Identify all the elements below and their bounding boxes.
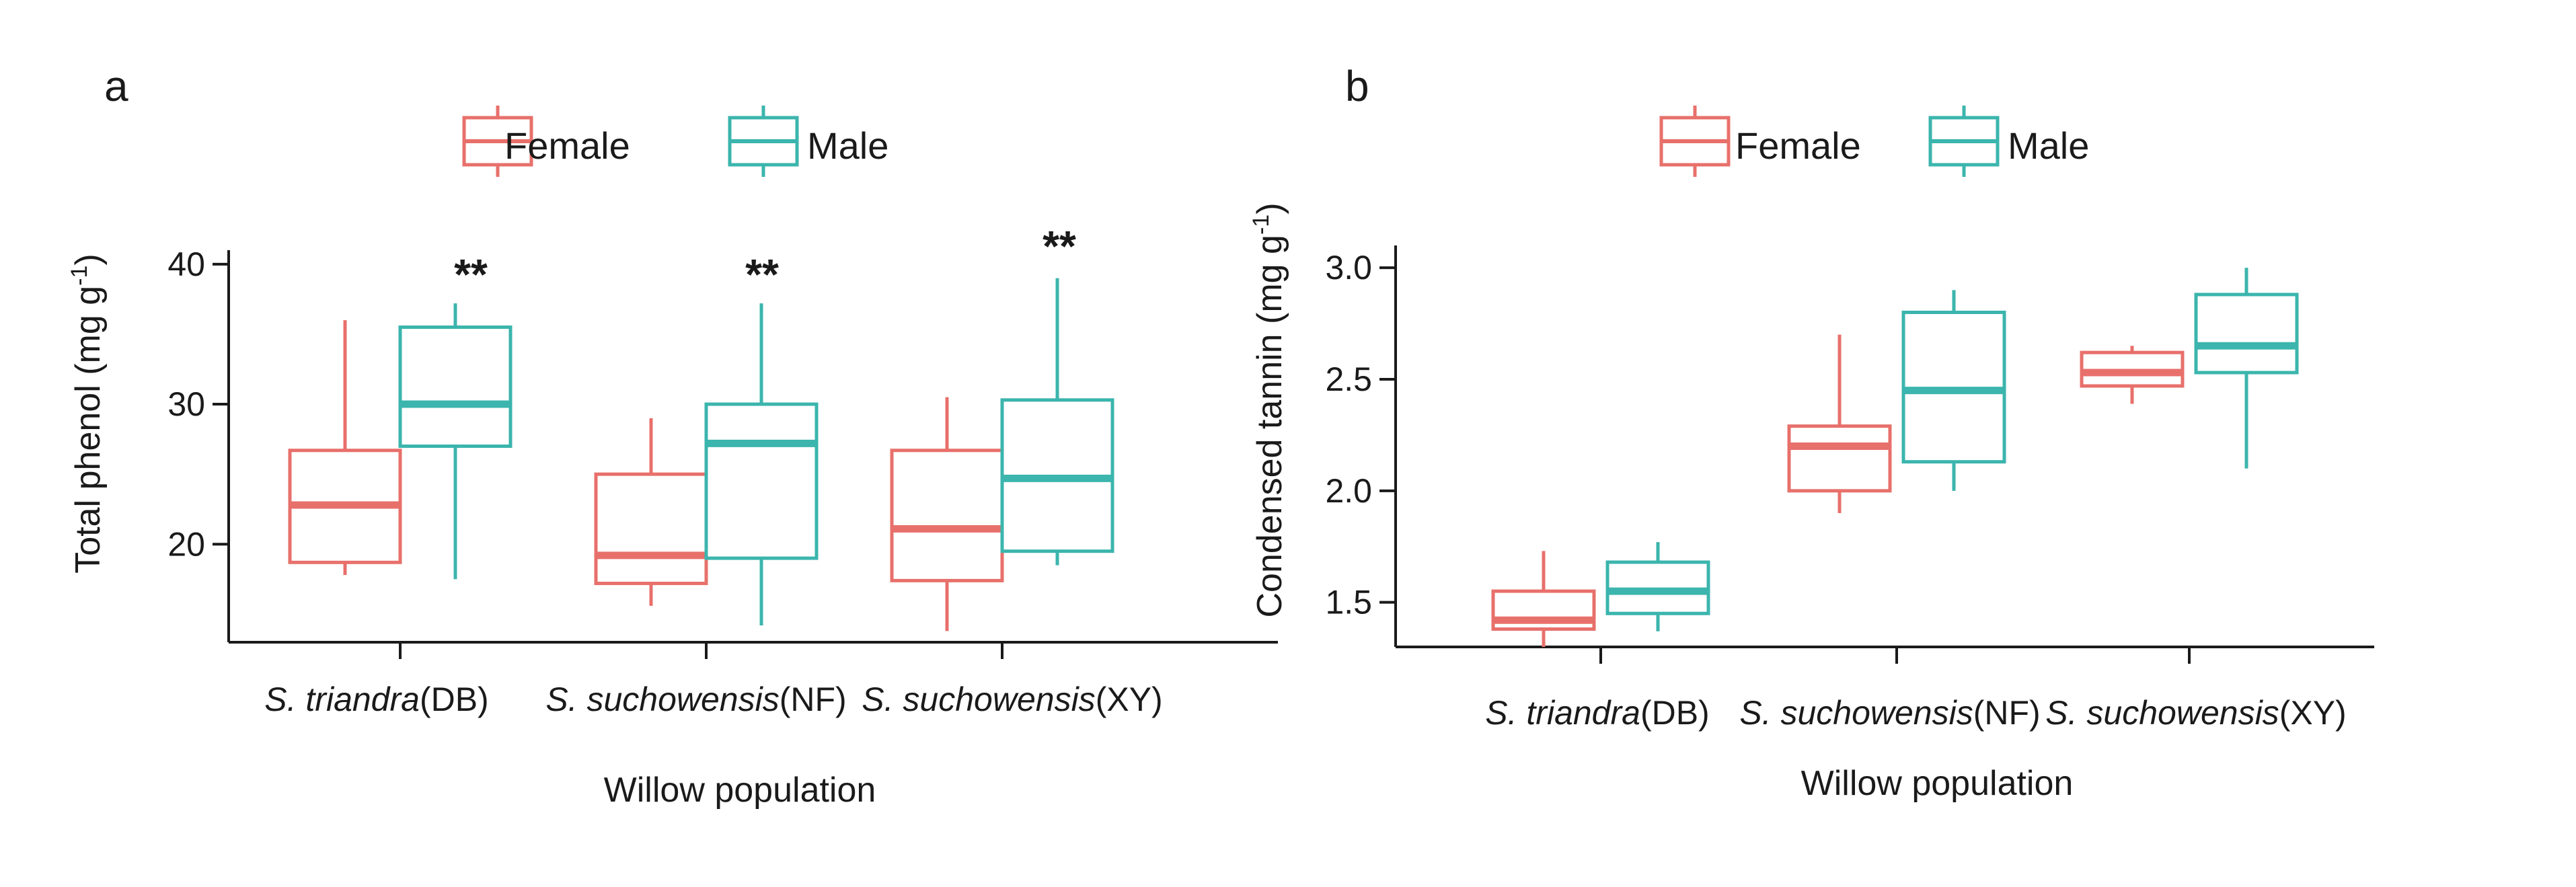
- panel-b-label: b: [1345, 62, 1369, 110]
- box-b-male-xy: [2194, 268, 2299, 469]
- box-iqr: [594, 472, 708, 586]
- box-a-female-xy: [890, 397, 1004, 631]
- box-iqr: [2194, 293, 2299, 375]
- legend-a-female-key: [462, 106, 533, 177]
- box-b-female-nf: [1787, 334, 1892, 513]
- svg-text:30: 30: [167, 385, 205, 423]
- panel-a-chart: a Female Male Total phenol (mg g-1) 20 3…: [67, 62, 1278, 810]
- legend-a-female-label: Female: [504, 124, 630, 167]
- box-b-male-db: [1605, 542, 1710, 631]
- y-tick-b-2-5: 2.5: [1325, 360, 1396, 398]
- y-tick-a-40: 40: [167, 245, 229, 283]
- boxes-b: [1491, 268, 2299, 647]
- y-tick-b-3-0: 3.0: [1325, 249, 1396, 286]
- y-tick-b-2-0: 2.0: [1325, 472, 1396, 510]
- significance-mark-a-nf: **: [745, 250, 779, 299]
- svg-text:3.0: 3.0: [1325, 249, 1372, 286]
- panel-a-label: a: [104, 62, 128, 110]
- category-label-b-xy: S. suchowensis(XY): [2045, 694, 2346, 732]
- svg-text:20: 20: [167, 525, 205, 563]
- y-axis-title-b: Condensed tannin (mg g-1): [1248, 202, 1289, 617]
- category-label-a-xy: S. suchowensis(XY): [862, 681, 1162, 718]
- category-label-b-db: S. triandra(DB): [1485, 694, 1709, 732]
- legend-a: Female Male: [462, 106, 888, 177]
- legend-a-male-key: [728, 106, 799, 177]
- legend-b-female-label: Female: [1735, 124, 1861, 167]
- box-iqr: [1787, 424, 1892, 493]
- svg-text:1.5: 1.5: [1325, 584, 1372, 621]
- svg-text:2.5: 2.5: [1325, 360, 1372, 398]
- svg-text:40: 40: [167, 245, 205, 283]
- box-a-male-xy: [1000, 278, 1114, 566]
- boxes-a: [288, 278, 1114, 631]
- box-a-male-db: [398, 303, 513, 580]
- box-iqr: [398, 325, 513, 448]
- category-label-a-db: S. triandra(DB): [264, 681, 488, 718]
- box-iqr: [890, 449, 1004, 582]
- legend-b: Female Male: [1659, 106, 2089, 177]
- box-b-female-db: [1491, 551, 1596, 647]
- legend-b-female-key: [1659, 106, 1731, 177]
- box-b-female-xy: [2080, 346, 2185, 404]
- y-tick-a-30: 30: [167, 385, 229, 423]
- box-iqr: [704, 402, 819, 560]
- significance-mark-a-xy: **: [1043, 222, 1076, 270]
- box-b-male-nf: [1901, 290, 2006, 491]
- legend-b-male-key: [1928, 106, 2000, 177]
- x-axis-title-b: Willow population: [1801, 764, 2074, 803]
- significance-mark-a-db: **: [454, 250, 488, 299]
- panel-b-chart: b Female Male Condensed tannin (mg g-1) …: [1248, 62, 2374, 803]
- box-a-female-db: [288, 320, 402, 576]
- legend-b-male-label: Male: [2008, 124, 2089, 167]
- y-tick-a-20: 20: [167, 525, 229, 563]
- legend-a-male-label: Male: [807, 124, 888, 167]
- box-a-male-nf: [704, 303, 819, 626]
- y-axis-title-a: Total phenol (mg g-1): [67, 254, 108, 573]
- svg-text:2.0: 2.0: [1325, 472, 1372, 510]
- box-a-female-nf: [594, 418, 708, 606]
- y-tick-b-1-5: 1.5: [1325, 584, 1396, 621]
- x-axis-title-a: Willow population: [604, 771, 876, 810]
- category-label-b-nf: S. suchowensis(NF): [1739, 694, 2040, 732]
- category-label-a-nf: S. suchowensis(NF): [545, 681, 846, 718]
